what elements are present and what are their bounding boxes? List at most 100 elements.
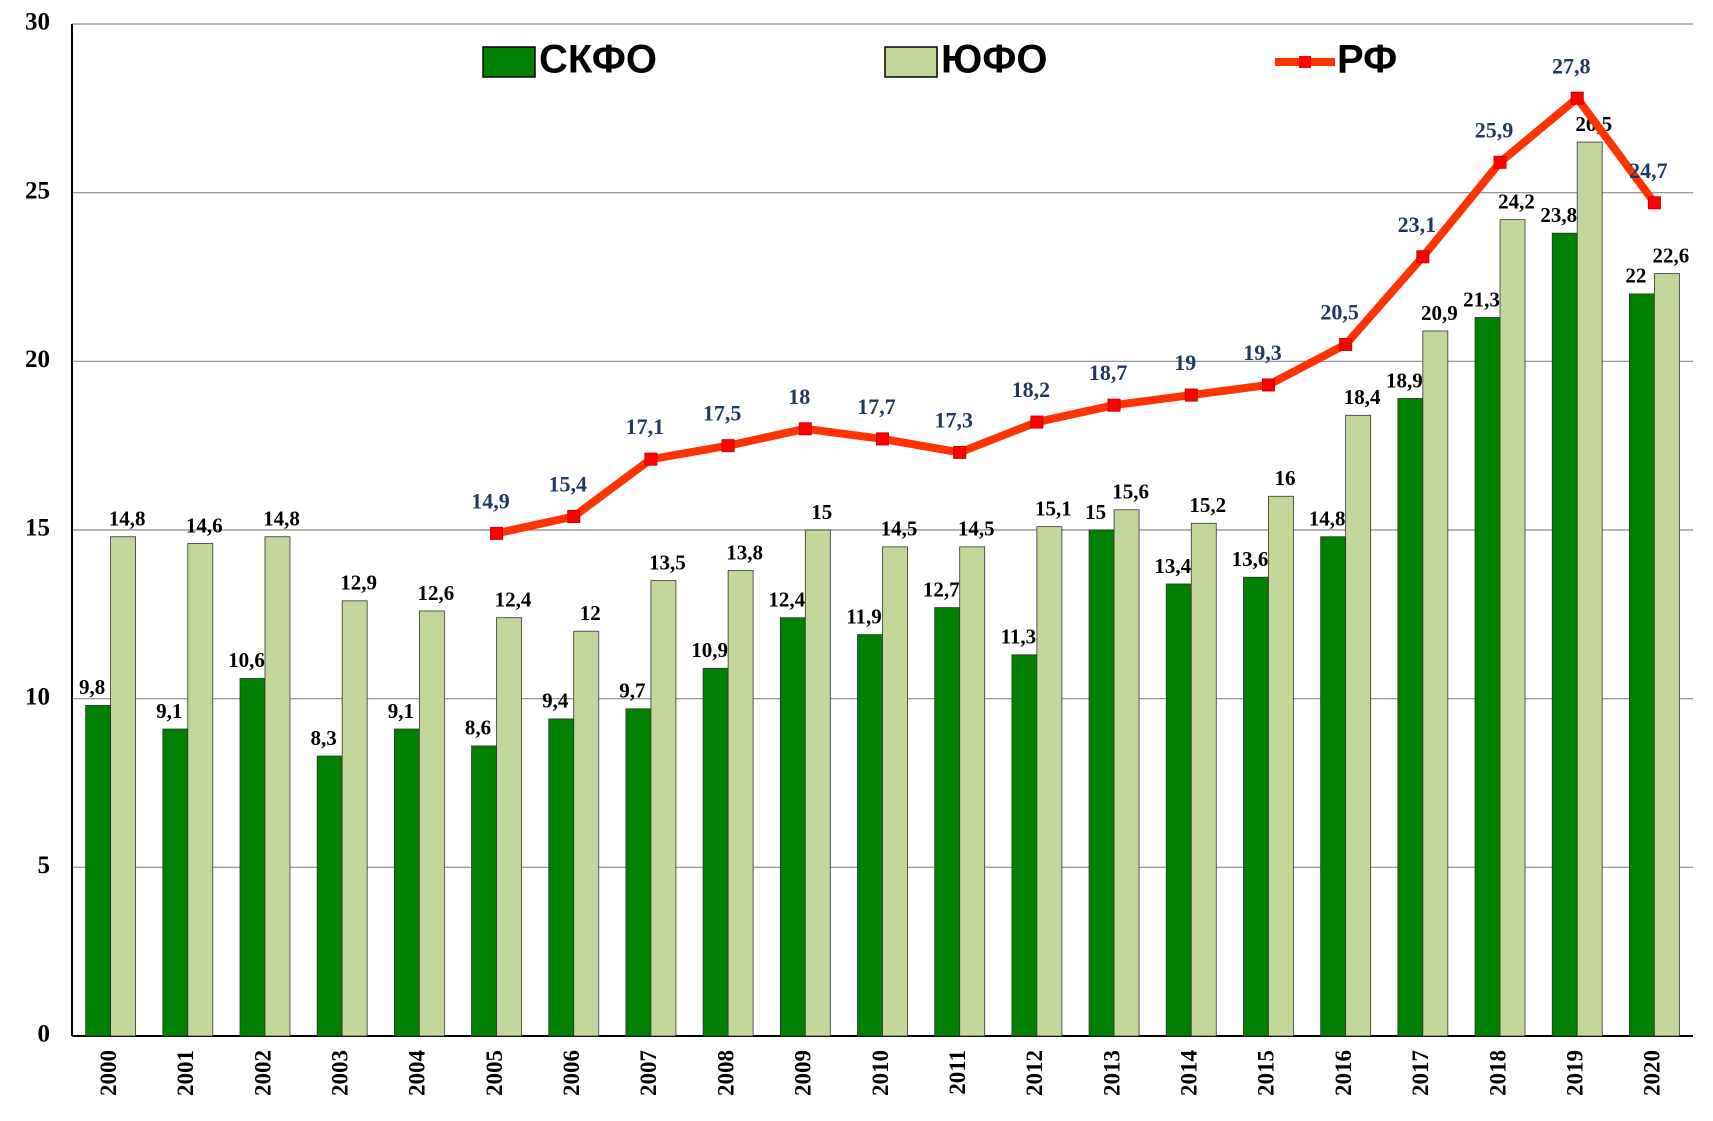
bar: [1422, 330, 1449, 1037]
x-tick-label: 2003: [327, 1050, 352, 1096]
bar: [779, 617, 806, 1037]
marker: [1030, 415, 1044, 429]
marker: [1570, 91, 1584, 105]
bar: [187, 543, 214, 1037]
x-tick-label: 2006: [559, 1050, 584, 1096]
bar: [496, 617, 522, 1037]
legend-marker: [1299, 56, 1311, 68]
y-tick-label: 30: [25, 9, 50, 36]
marker: [567, 510, 581, 524]
legend-label: СКФО: [539, 38, 657, 82]
data-label: 17,1: [626, 414, 665, 439]
data-label: 15: [1085, 500, 1106, 524]
data-label: 11,3: [1001, 625, 1037, 649]
y-tick-label: 20: [25, 346, 50, 373]
data-label: 17,7: [857, 394, 896, 419]
data-label: 25,9: [1475, 117, 1514, 142]
marker: [1261, 378, 1275, 392]
data-label: 8,6: [465, 716, 491, 740]
data-label: 13,5: [649, 550, 686, 574]
data-label: 18,2: [1012, 377, 1051, 402]
x-tick-label: 2019: [1562, 1050, 1587, 1096]
data-label: 18,4: [1344, 385, 1381, 409]
data-label: 9,1: [156, 699, 182, 723]
bar: [1243, 576, 1269, 1037]
bar: [471, 745, 497, 1037]
y-tick-label: 15: [25, 515, 50, 542]
data-label: 15,6: [1112, 480, 1149, 504]
data-label: 19: [1174, 350, 1196, 375]
marker: [1493, 155, 1507, 169]
data-label: 13,8: [726, 540, 763, 564]
y-tick-label: 10: [25, 683, 50, 710]
data-label: 14,8: [263, 507, 300, 531]
marker: [1416, 250, 1430, 264]
marker: [490, 526, 504, 540]
data-label: 13,4: [1154, 554, 1191, 578]
data-label: 9,4: [542, 689, 569, 713]
data-label: 9,7: [619, 679, 645, 703]
bar: [857, 634, 883, 1037]
bar: [1190, 522, 1217, 1037]
bar: [548, 718, 575, 1037]
data-label: 11,9: [846, 604, 882, 628]
data-label: 14,8: [109, 507, 146, 531]
bar: [882, 546, 908, 1037]
bar: [341, 600, 368, 1037]
x-tick-label: 2017: [1408, 1050, 1433, 1096]
bar: [1011, 654, 1038, 1037]
bar: [1113, 509, 1140, 1037]
x-tick-label: 2009: [791, 1050, 816, 1096]
data-label: 22: [1625, 264, 1646, 288]
data-label: 15,4: [548, 472, 587, 497]
data-label: 9,8: [79, 675, 105, 699]
bar: [1629, 293, 1655, 1037]
x-tick-label: 2018: [1485, 1050, 1510, 1096]
bar: [1499, 219, 1526, 1037]
data-label: 23,8: [1540, 203, 1577, 227]
bar: [393, 728, 420, 1037]
bar: [316, 755, 343, 1037]
x-tick-label: 2005: [482, 1050, 507, 1096]
x-tick-label: 2004: [405, 1050, 430, 1097]
data-label: 15,1: [1035, 496, 1072, 520]
data-label: 18,7: [1089, 360, 1128, 385]
marker: [876, 432, 889, 446]
data-label: 12,4: [768, 588, 805, 612]
bar: [804, 529, 831, 1037]
legend-label: РФ: [1337, 38, 1397, 82]
data-label: 17,3: [934, 407, 973, 432]
bar: [934, 607, 961, 1037]
bar: [110, 536, 136, 1037]
data-label: 22,6: [1653, 243, 1690, 267]
bar: [650, 580, 677, 1037]
marker: [1647, 196, 1661, 210]
x-tick-label: 2007: [636, 1050, 661, 1096]
data-label: 14,8: [1309, 507, 1346, 531]
x-tick-label: 2002: [250, 1050, 275, 1096]
x-tick-label: 2001: [173, 1050, 198, 1096]
data-label: 27,8: [1552, 53, 1591, 78]
data-label: 20,5: [1320, 300, 1359, 325]
data-label: 12: [580, 601, 601, 625]
data-label: 21,3: [1463, 287, 1500, 311]
bar: [727, 570, 754, 1037]
y-tick-label: 5: [38, 852, 51, 879]
legend-swatch: [884, 46, 938, 78]
x-tick-label: 2013: [1099, 1050, 1124, 1096]
x-tick-label: 2008: [713, 1050, 738, 1096]
data-label: 19,3: [1243, 340, 1282, 365]
data-label: 12,4: [495, 588, 532, 612]
marker: [1339, 337, 1353, 351]
bar: [1474, 317, 1501, 1037]
bar: [85, 705, 111, 1037]
y-tick-label: 25: [25, 177, 50, 204]
data-label: 13,6: [1232, 547, 1269, 571]
legend-swatch: [482, 46, 536, 78]
data-label: 12,9: [340, 571, 377, 595]
data-label: 9,1: [388, 699, 414, 723]
bar: [1088, 529, 1115, 1037]
data-label: 23,1: [1398, 212, 1437, 237]
legend-label: ЮФО: [941, 38, 1048, 82]
